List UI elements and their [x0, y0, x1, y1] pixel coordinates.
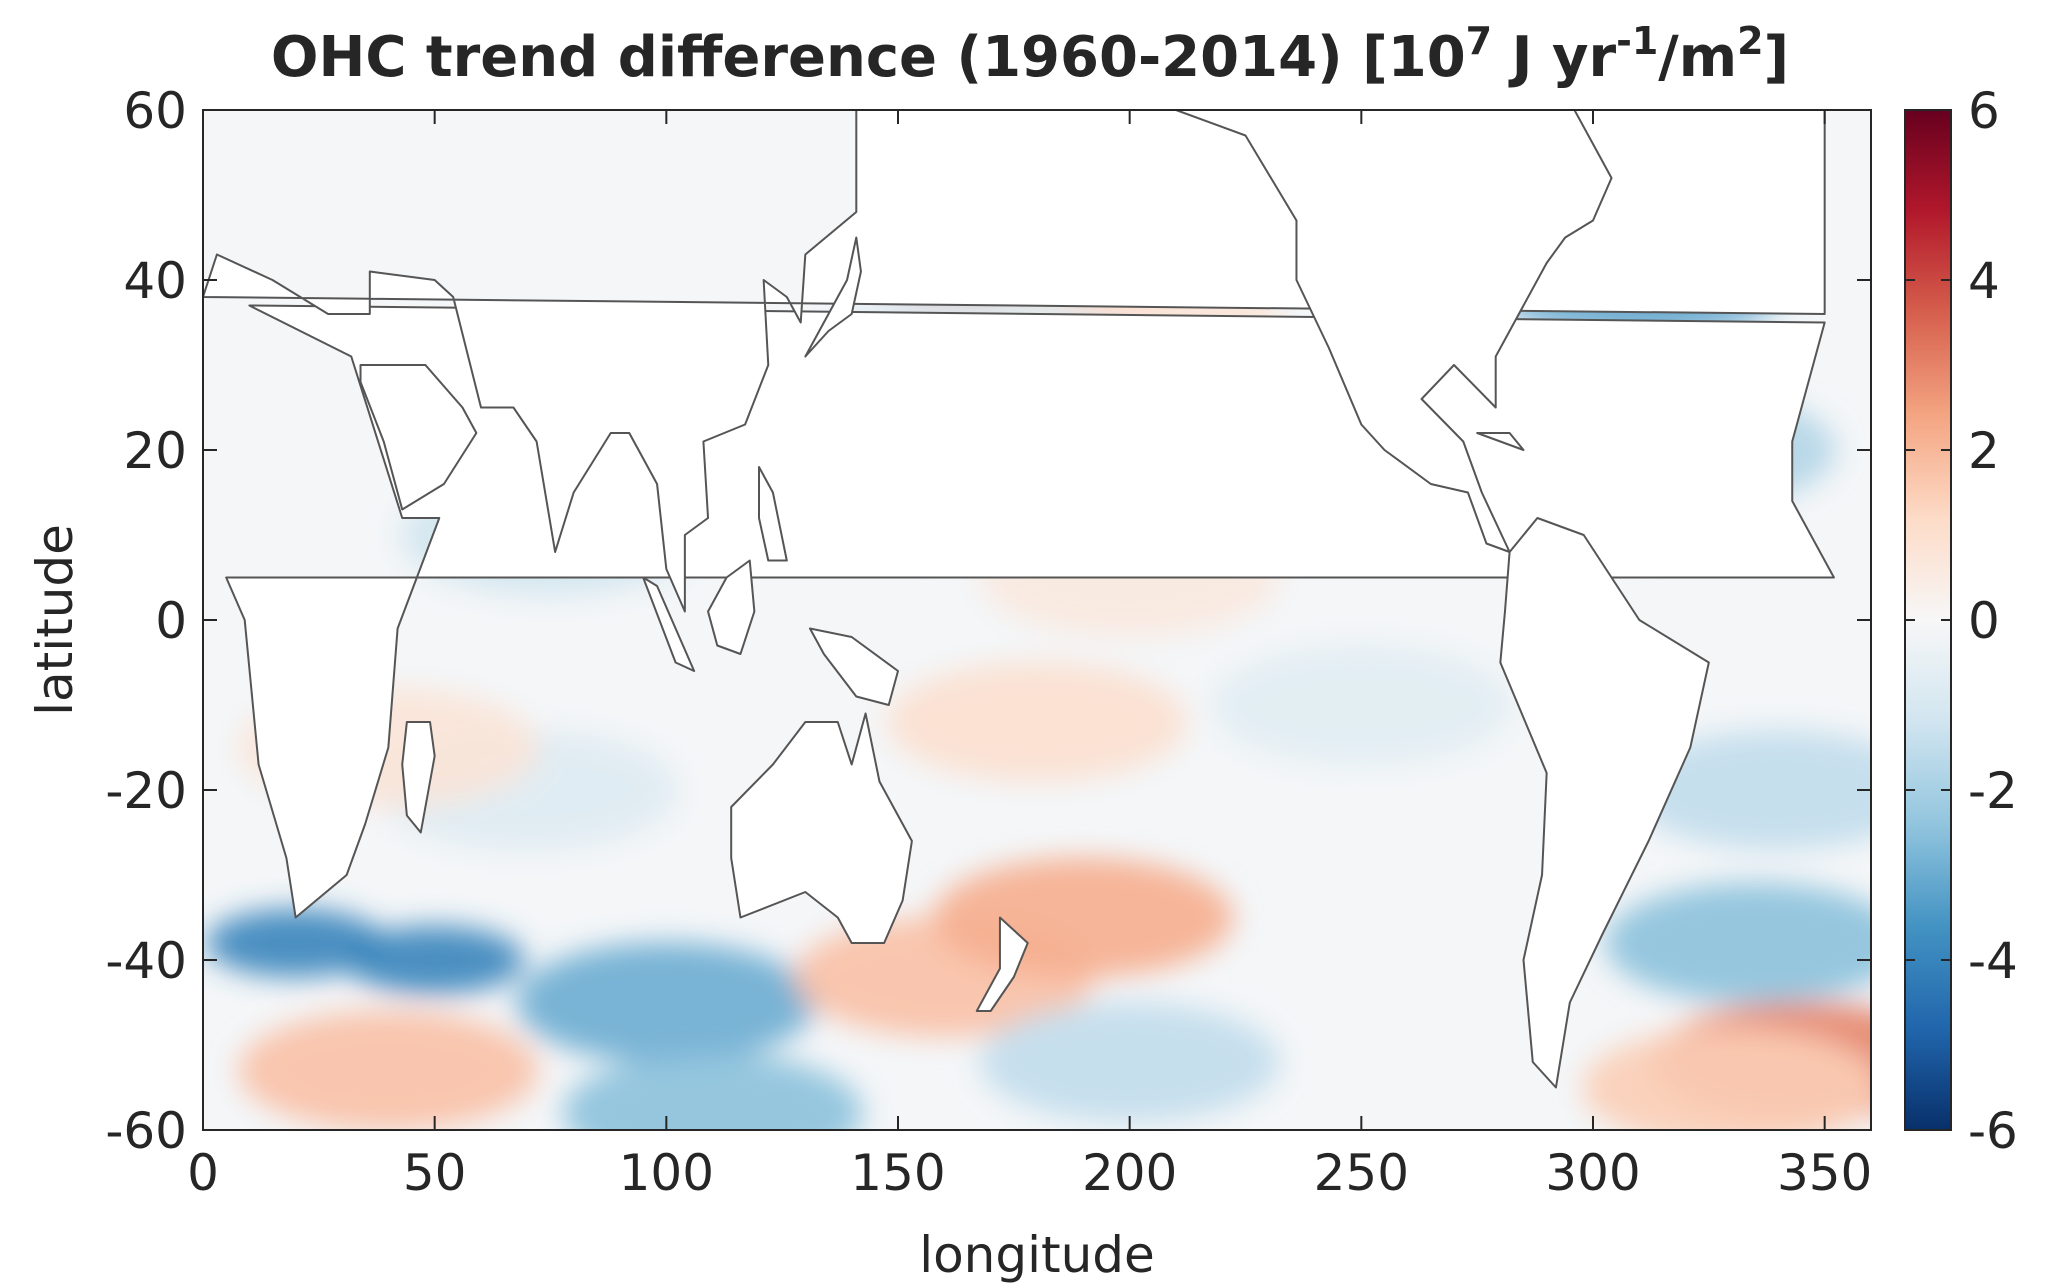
- y-tick-label: -40: [105, 932, 187, 990]
- y-tick-label: 20: [123, 422, 187, 480]
- y-tick-label: -60: [105, 1102, 187, 1160]
- land-japan: [804, 236, 862, 358]
- land-australia: [730, 712, 913, 944]
- land-newguinea: [808, 627, 899, 706]
- y-tick-label: -20: [105, 762, 187, 820]
- anomaly-16: [1605, 883, 1871, 1003]
- anomaly-18: [1582, 1027, 1871, 1130]
- x-tick-label: 350: [1777, 1144, 1872, 1202]
- colorbar-tick-label: 2: [1968, 422, 2000, 480]
- anomaly-28: [933, 857, 1234, 978]
- x-tick-label: 200: [1082, 1144, 1177, 1202]
- anomaly-29: [979, 1002, 1280, 1122]
- x-tick-label: 150: [850, 1144, 945, 1202]
- colorbar-tick-label: -4: [1968, 932, 2018, 990]
- colorbar-tick-label: -2: [1968, 762, 2018, 820]
- colorbar-tick-label: 4: [1968, 252, 2000, 310]
- anomaly-8: [1211, 645, 1512, 765]
- anomaly-7: [887, 662, 1187, 782]
- anomaly-15: [1628, 730, 1871, 850]
- y-tick-label: 40: [123, 252, 187, 310]
- x-axis: 0 50 100 150 200 250 300 350: [187, 110, 1872, 1202]
- continents: [203, 110, 1835, 1089]
- land-cuba: [1476, 432, 1525, 451]
- y-axis-label: latitude: [26, 524, 84, 716]
- y-tick-label: 0: [155, 592, 187, 650]
- anomaly-24: [516, 942, 817, 1063]
- land-southamerica: [1499, 517, 1710, 1089]
- x-tick-label: 0: [187, 1144, 219, 1202]
- colorbar-tick-label: 6: [1968, 82, 2000, 140]
- y-axis: -60 -40 -20 0 20 40 60: [105, 82, 1871, 1160]
- y-tick-label: 60: [123, 82, 187, 140]
- colorbar-tick-label: 0: [1968, 592, 2000, 650]
- colorbar-tick-label: -6: [1968, 1102, 2018, 1160]
- x-tick-label: 100: [619, 1144, 714, 1202]
- colorbar: -6 -4 -2 0 2 4 6: [1904, 82, 2018, 1160]
- land-arabia: [359, 364, 478, 511]
- chart-title: OHC trend difference (1960-2014) [107 J …: [271, 19, 1789, 90]
- land-newzealand: [975, 916, 1029, 1012]
- x-axis-label: longitude: [919, 1226, 1155, 1283]
- land-madagascar: [401, 721, 436, 834]
- land-philippines: [758, 466, 788, 562]
- plot-area: 0 50 100 150 200 250 300 350 -60 -40 -20 0 20 40 60: [105, 82, 1872, 1202]
- land-sumatra: [642, 576, 696, 672]
- anomaly-25: [238, 1010, 539, 1130]
- x-tick-label: 50: [403, 1144, 467, 1202]
- anomaly-22: [205, 909, 386, 977]
- x-tick-label: 250: [1314, 1144, 1409, 1202]
- land-northamerica: [1100, 110, 1613, 553]
- land-borneo: [707, 559, 756, 655]
- anomaly-26: [562, 1053, 863, 1130]
- anomaly-23: [344, 926, 525, 994]
- colorbar-ticks: -6 -4 -2 0 2 4 6: [1905, 82, 2018, 1160]
- x-tick-label: 300: [1545, 1144, 1640, 1202]
